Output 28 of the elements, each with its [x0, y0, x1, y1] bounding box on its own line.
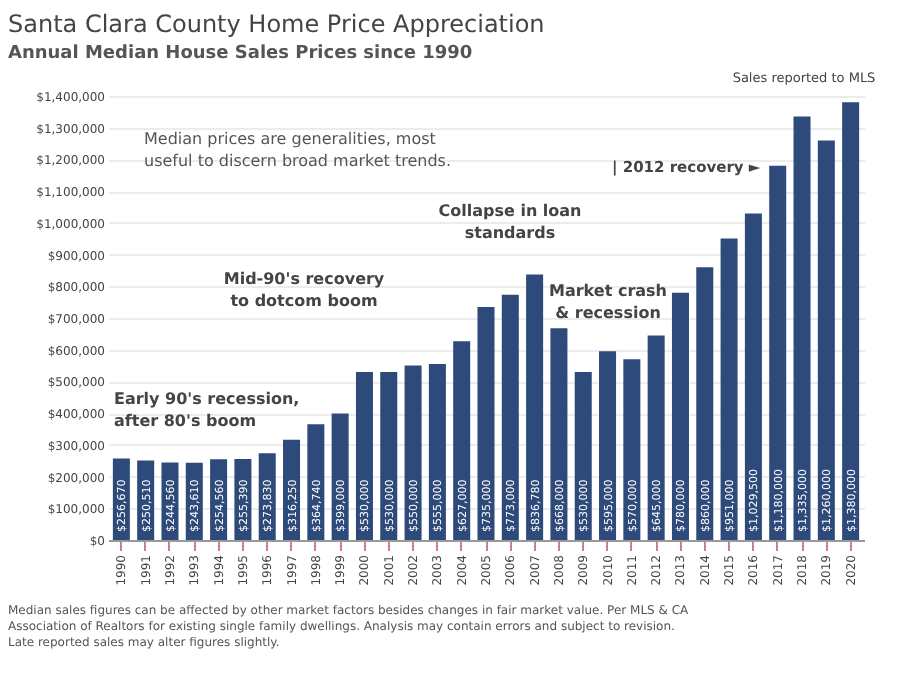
bar: [769, 165, 787, 540]
bar: [380, 371, 398, 540]
bar: [599, 351, 617, 540]
annotation: Market crash & recession: [549, 282, 668, 322]
bar: [550, 328, 568, 540]
bar: [696, 267, 714, 540]
annotation: Mid-90's recovery to dotcom boom: [223, 270, 386, 310]
bar: [647, 335, 665, 540]
annotation: Median prices are generalities, most useful to discern broad market trends.: [144, 130, 452, 170]
bar: [453, 341, 471, 540]
chart-title: Santa Clara County Home Price Appreciation: [8, 10, 545, 38]
bar: [744, 213, 762, 540]
bar: [428, 363, 446, 540]
bar: [842, 102, 860, 540]
bar: [623, 359, 641, 540]
chart-subtitle: Annual Median House Sales Prices since 1990: [8, 44, 473, 64]
bar: [720, 238, 738, 540]
bar: [501, 294, 519, 540]
bar: [526, 274, 544, 540]
bar: [793, 116, 811, 540]
bar: [574, 371, 592, 540]
bar: [671, 292, 689, 540]
bar: [355, 371, 373, 540]
bar: [404, 365, 422, 540]
bar: [817, 140, 835, 540]
annotation: Early 90's recession, after 80's boom: [114, 390, 300, 430]
annotation: Collapse in loan standards: [438, 202, 583, 242]
bar: [477, 306, 495, 540]
